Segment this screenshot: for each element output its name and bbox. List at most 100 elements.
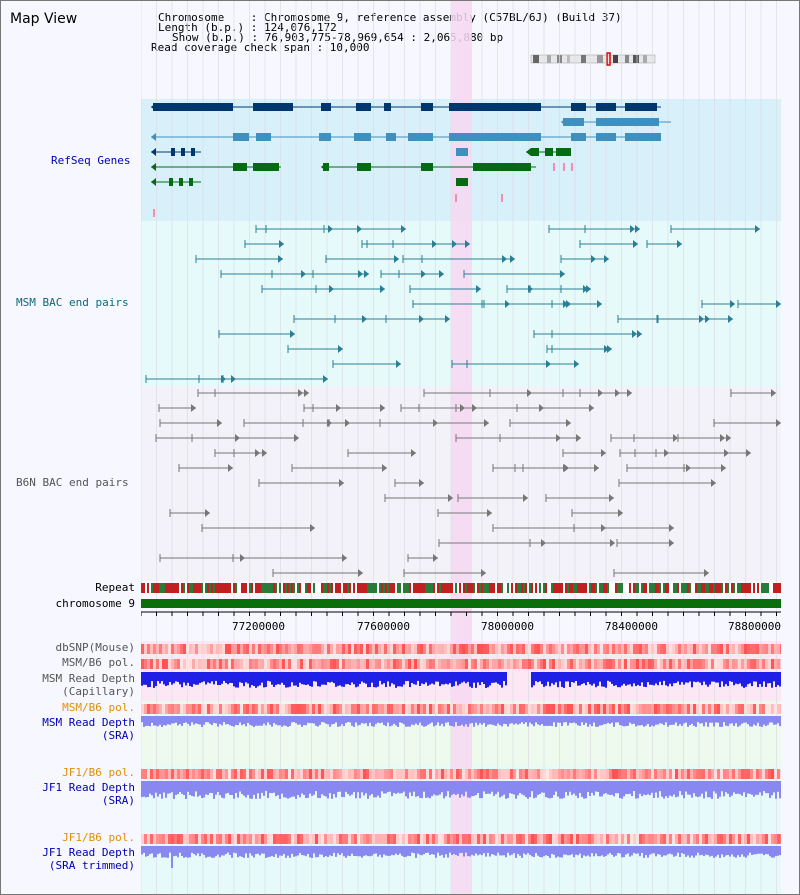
read-depth-bar [539, 716, 541, 726]
polymorphism-cell [780, 704, 781, 714]
read-depth-bar [269, 672, 271, 682]
repeat-block [183, 583, 185, 593]
read-depth-bar [471, 846, 473, 855]
read-depth-bar [629, 846, 631, 857]
b6n-bac-pair-head [191, 404, 196, 412]
read-depth-bar [751, 672, 753, 687]
polymorphism-cell [396, 704, 399, 714]
read-depth-bar [739, 846, 741, 857]
read-depth-bar [341, 672, 343, 687]
read-depth-bar [299, 672, 301, 683]
polymorphism-cell [612, 644, 615, 654]
polymorphism-cell [594, 659, 597, 669]
polymorphism-cell [510, 834, 513, 844]
polymorphism-cell [246, 659, 249, 669]
polymorphism-cell [261, 769, 264, 779]
track-area[interactable] [141, 1, 781, 894]
read-depth-bar [185, 716, 187, 723]
polymorphism-cell [753, 659, 756, 669]
read-depth-bar [747, 716, 749, 725]
read-depth-bar [309, 716, 311, 724]
repeat-block [667, 583, 669, 593]
read-depth-bar [523, 781, 525, 796]
label-msm-pol-sra: MSM/B6 pol. [62, 701, 135, 714]
repeat-block [487, 583, 489, 593]
polymorphism-cell [261, 704, 264, 714]
polymorphism-cell [402, 644, 405, 654]
read-depth-bar [255, 672, 257, 688]
polymorphism-cell [234, 704, 237, 714]
polymorphism-cell [732, 704, 735, 714]
read-depth-bar [387, 716, 389, 723]
b6n-bac-pair-head [541, 539, 546, 547]
read-depth-bar [585, 672, 587, 686]
read-depth-bar [737, 716, 739, 727]
read-depth-bar [587, 781, 589, 792]
label-b6n-bac: B6N BAC end pairs [16, 477, 129, 489]
polymorphism-cell [435, 769, 438, 779]
polymorphism-cell [723, 644, 726, 654]
polymorphism-cell [381, 769, 384, 779]
repeat-block [169, 583, 171, 593]
read-depth-bar [285, 672, 287, 688]
read-depth-bar [281, 846, 283, 856]
polymorphism-cell [702, 659, 705, 669]
repeat-block [443, 583, 445, 593]
polymorphism-cell [492, 704, 495, 714]
read-depth-bar [611, 846, 613, 855]
polymorphism-cell [555, 644, 558, 654]
read-depth-bar [577, 672, 579, 686]
polymorphism-cell [207, 704, 210, 714]
track-canvas[interactable] [141, 1, 781, 894]
polymorphism-cell [417, 644, 420, 654]
read-depth-bar [719, 716, 721, 727]
read-depth-bar [579, 781, 581, 794]
read-depth-bar [143, 716, 145, 727]
read-depth-bar [655, 716, 657, 725]
read-depth-bar [221, 846, 223, 856]
read-depth-bar [511, 781, 513, 794]
polymorphism-cell [150, 704, 153, 714]
polymorphism-cell [384, 834, 387, 844]
polymorphism-cell [180, 644, 183, 654]
b6n-bac-pair-head [669, 539, 674, 547]
axis-tick-label: 78800000 [728, 620, 781, 633]
polymorphism-cell [345, 659, 348, 669]
repeat-block [701, 583, 703, 593]
read-depth-bar [417, 781, 419, 797]
read-depth-bar [683, 672, 685, 685]
gene-exon [563, 118, 584, 126]
read-depth-bar [463, 781, 465, 797]
read-depth-bar [543, 846, 545, 857]
read-depth-bar [767, 716, 769, 725]
read-depth-bar [693, 846, 695, 858]
polymorphism-cell [612, 769, 615, 779]
read-depth-bar [421, 716, 423, 726]
read-depth-bar [549, 716, 551, 726]
polymorphism-cell [681, 659, 684, 669]
read-depth-bar [269, 846, 271, 857]
read-depth-bar [679, 672, 681, 685]
polymorphism-cell [546, 644, 549, 654]
read-depth-bar [199, 846, 201, 857]
polymorphism-cell [456, 704, 459, 714]
read-depth-bar [379, 781, 381, 798]
polymorphism-cell [414, 704, 417, 714]
polymorphism-cell [273, 644, 276, 654]
read-depth-bar [441, 672, 443, 685]
read-depth-bar [487, 716, 489, 725]
read-depth-bar [755, 781, 757, 795]
read-depth-bar [187, 672, 189, 683]
gene-exon [449, 133, 541, 141]
read-depth-bar [521, 716, 523, 723]
read-depth-bar [469, 672, 471, 687]
read-depth-bar [527, 846, 529, 854]
read-depth-bar [571, 716, 573, 724]
polymorphism-cell [321, 704, 324, 714]
read-depth-bar [149, 716, 151, 727]
b6n-bac-pair-head [576, 434, 581, 442]
read-depth-bar [393, 716, 395, 724]
polymorphism-cell [447, 769, 450, 779]
polymorphism-cell [333, 644, 336, 654]
polymorphism-cell [309, 659, 312, 669]
